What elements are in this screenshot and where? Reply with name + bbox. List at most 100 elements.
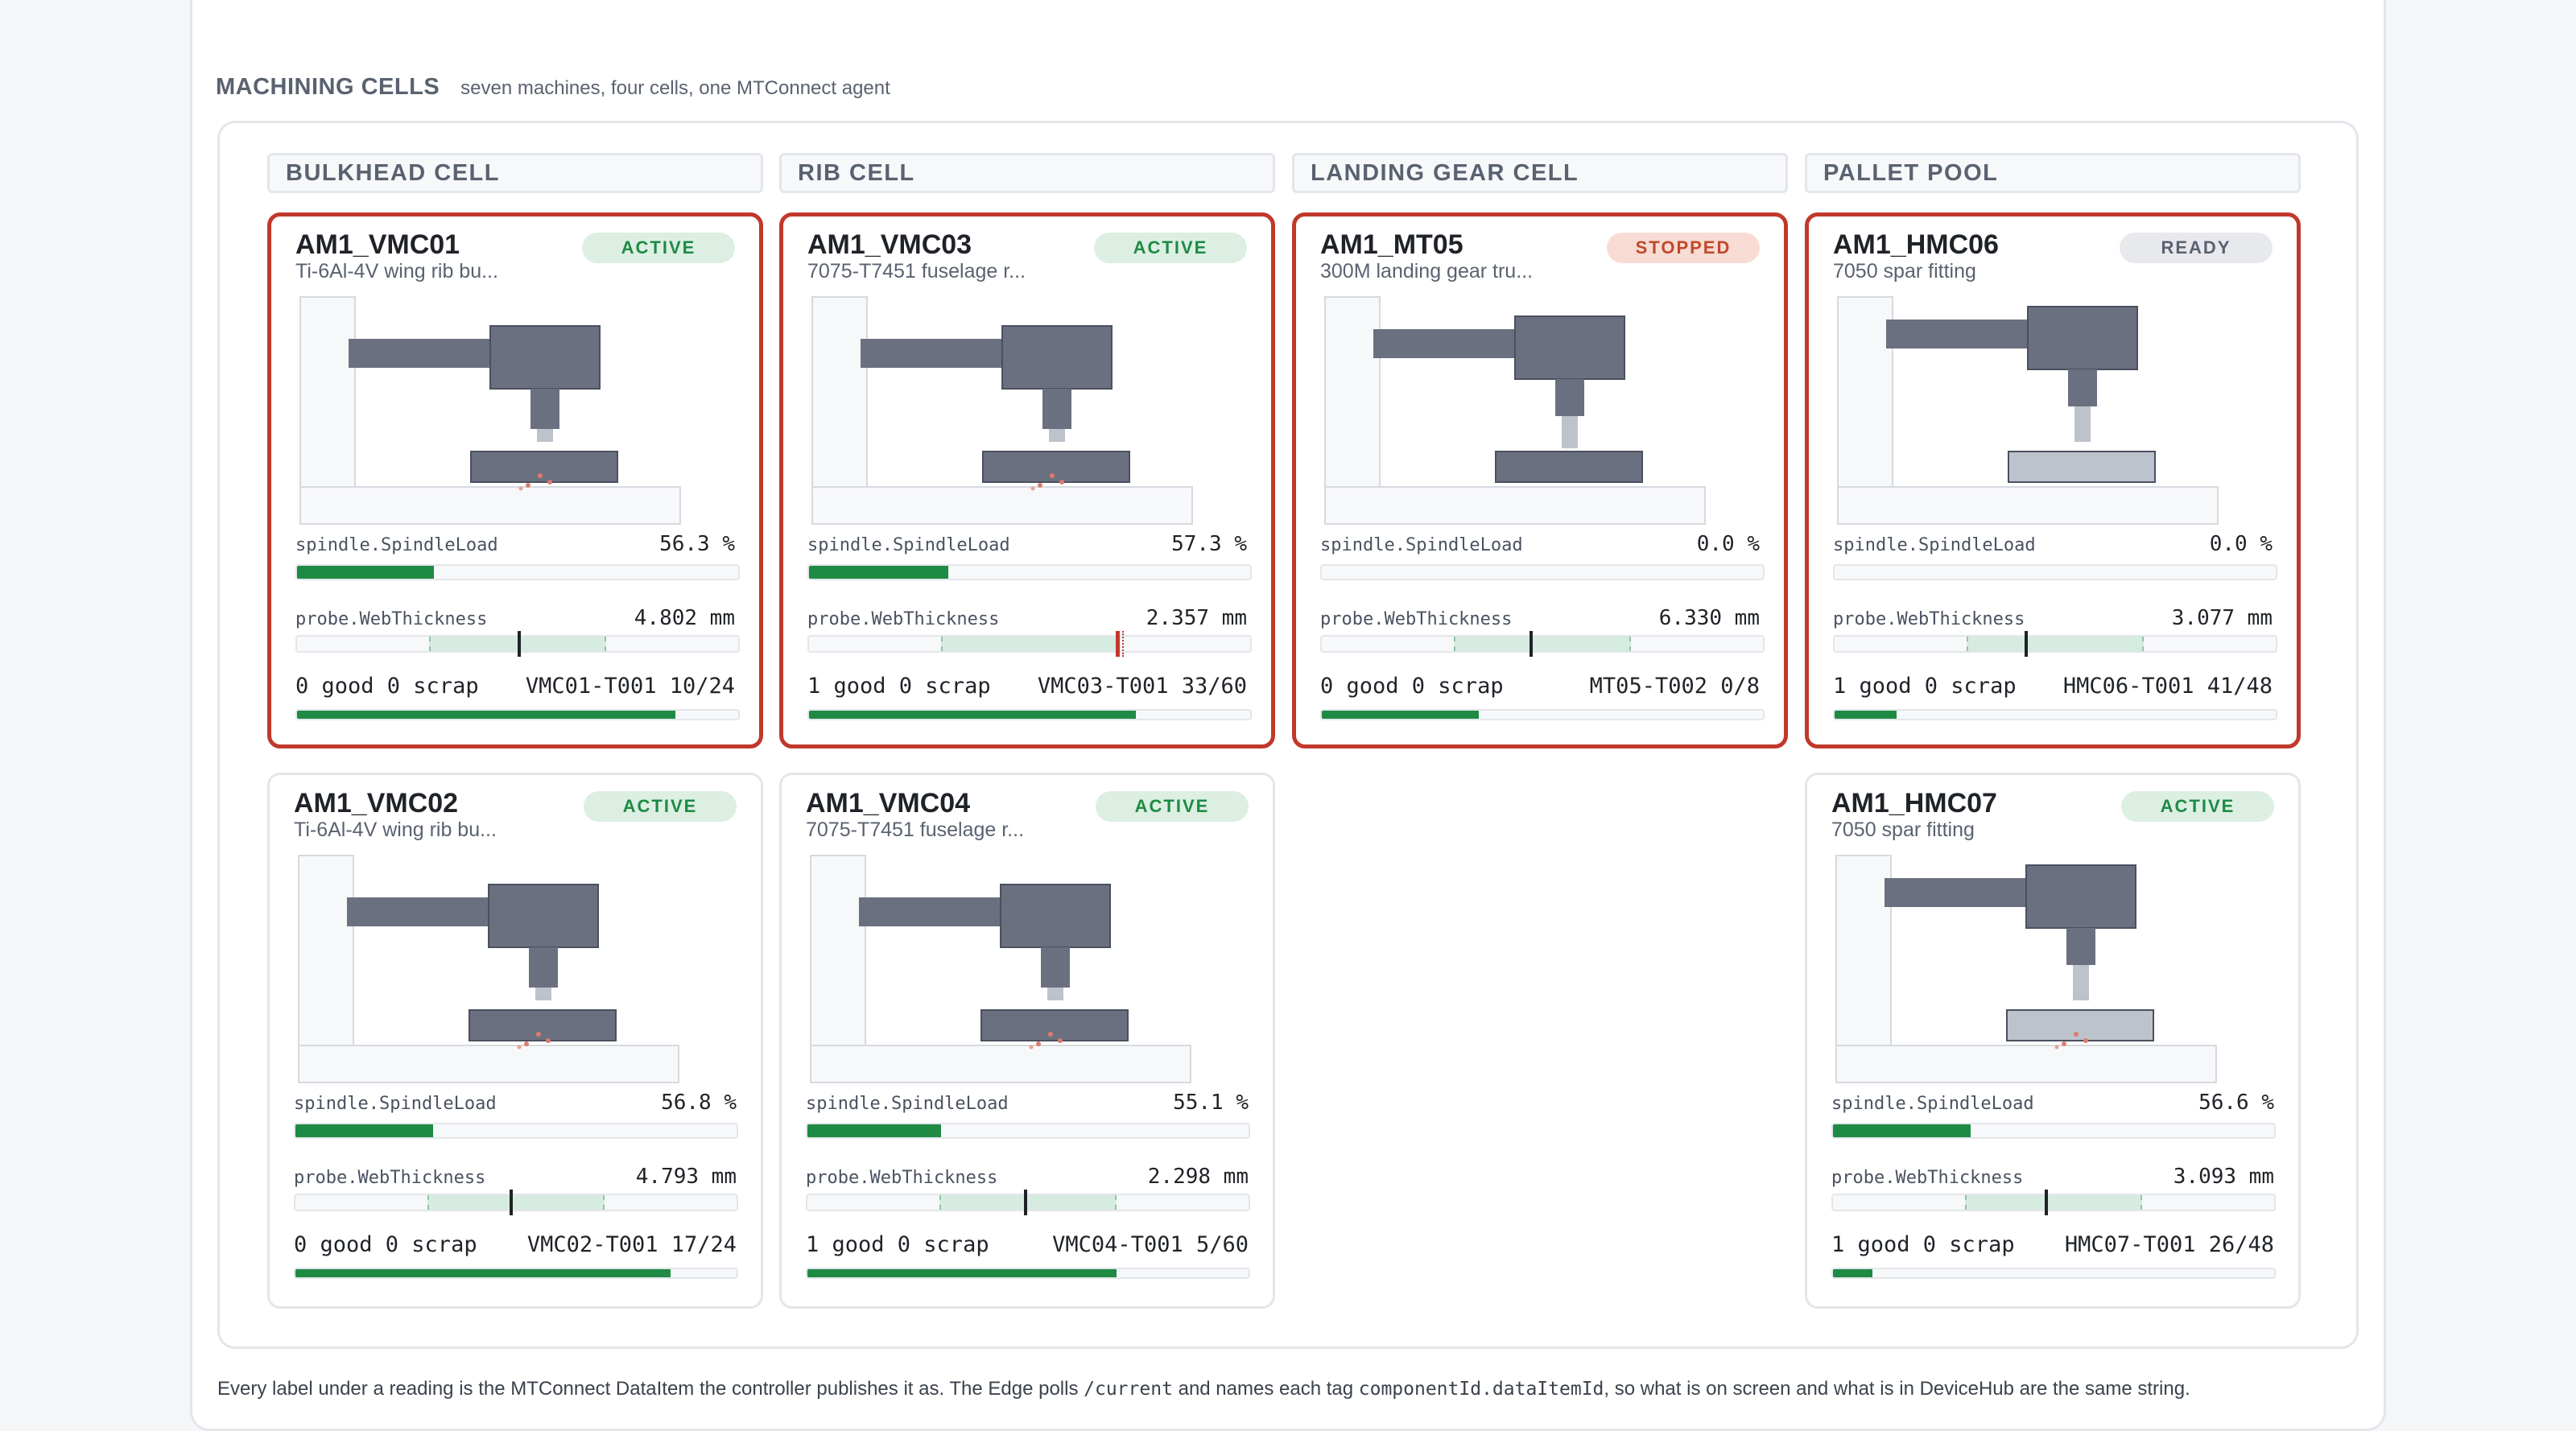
probe-value: 3.093 mm: [2173, 1165, 2274, 1189]
spindle-load-fill: [295, 1124, 434, 1137]
status-badge: READY: [2120, 233, 2273, 263]
tolerance-band: [939, 1195, 1117, 1210]
machine-card-am1_hmc07[interactable]: AM1_HMC07 7050 spar fitting ACTIVE spind…: [1805, 773, 2301, 1309]
spindle-head: [1000, 884, 1111, 948]
machine-arm: [1373, 329, 1515, 358]
footnote-text-1: Every label under a reading is the MTCon…: [217, 1378, 1084, 1400]
machine-part: 300M landing gear tru...: [1320, 260, 1534, 282]
machine-part: 7050 spar fitting: [1833, 260, 1976, 282]
chip-dot: [1029, 1045, 1034, 1050]
machine-card-am1_vmc04[interactable]: AM1_VMC04 7075-T7451 fuselage r... ACTIV…: [779, 773, 1275, 1309]
machine-illustration: [299, 296, 681, 525]
cell-header-bulkhead: BULKHEAD CELL: [267, 153, 763, 193]
tool-tip: [2073, 965, 2089, 1000]
part-counts: 1 good 0 scrap: [807, 674, 991, 699]
workpiece-table: [2006, 1009, 2154, 1041]
machine-base: [1324, 486, 1706, 525]
machine-illustration: [1835, 855, 2217, 1083]
spindle: [2068, 369, 2097, 406]
cell-header-pallet-pool: PALLET POOL: [1805, 153, 2301, 193]
spindle-load-fill: [297, 566, 434, 579]
job-progress-label: VMC02-T001 17/24: [526, 1232, 737, 1257]
job-progress-fill: [1322, 711, 1479, 719]
machine-arm: [861, 339, 1002, 368]
tolerance-band: [1967, 637, 2144, 651]
tool-tip: [535, 988, 551, 1000]
machine-column: [811, 296, 868, 522]
machine-part: Ti-6Al-4V wing rib bu...: [294, 819, 497, 841]
chip-dot: [518, 486, 523, 491]
probe-label: probe.WebThickness: [295, 609, 488, 629]
probe-marker: [2045, 1190, 2049, 1215]
cell-header-rib: RIB CELL: [779, 153, 1275, 193]
spindle: [1042, 389, 1071, 429]
machine-card-am1_mt05[interactable]: AM1_MT05 300M landing gear tru... STOPPE…: [1292, 212, 1788, 748]
machine-name: AM1_VMC03: [807, 229, 972, 260]
spindle-load-fill: [1833, 1124, 1971, 1137]
machine-name: AM1_HMC06: [1833, 229, 1999, 260]
spindle-load-value: 57.3 %: [1171, 532, 1247, 556]
spindle-head: [2027, 306, 2138, 370]
machine-base: [1837, 486, 2219, 525]
probe-label: probe.WebThickness: [807, 609, 1000, 629]
spindle-load-value: 0.0 %: [1696, 532, 1760, 556]
job-progress-label: VMC04-T001 5/60: [1052, 1232, 1249, 1257]
spindle-load-value: 56.6 %: [2198, 1091, 2274, 1115]
probe-value: 4.802 mm: [634, 606, 735, 630]
status-badge: ACTIVE: [582, 233, 735, 263]
machine-name: AM1_VMC01: [295, 229, 460, 260]
machine-arm: [1885, 878, 2026, 907]
machine-column: [1837, 296, 1893, 522]
machine-card-am1_hmc06[interactable]: AM1_HMC06 7050 spar fitting READY spindl…: [1805, 212, 2301, 748]
chip-dot: [1030, 486, 1035, 491]
part-counts: 0 good 0 scrap: [1320, 674, 1504, 699]
status-badge: ACTIVE: [2121, 791, 2274, 822]
tolerance-band: [1965, 1195, 2142, 1210]
probe-marker: [1023, 1190, 1027, 1215]
spindle: [1041, 947, 1070, 988]
spindle-load-value: 0.0 %: [2209, 532, 2273, 556]
machine-base: [810, 1045, 1191, 1083]
spindle-load-value: 55.1 %: [1173, 1091, 1249, 1115]
job-progress-bar: [1320, 709, 1765, 720]
chip-dot: [526, 483, 530, 488]
machine-card-am1_vmc01[interactable]: AM1_VMC01 Ti-6Al-4V wing rib bu... ACTIV…: [267, 212, 763, 748]
chip-dot: [1038, 483, 1042, 488]
probe-label: probe.WebThickness: [1320, 609, 1513, 629]
chip-dot: [524, 1041, 529, 1046]
spindle-load-label: spindle.SpindleLoad: [294, 1094, 497, 1114]
machine-part: Ti-6Al-4V wing rib bu...: [295, 260, 498, 282]
machine-arm: [859, 897, 1001, 926]
tolerance-band: [429, 637, 606, 651]
spindle: [2066, 928, 2095, 965]
machine-part: 7050 spar fitting: [1831, 819, 1975, 841]
job-progress-bar: [806, 1268, 1250, 1279]
spindle-head: [1514, 315, 1625, 380]
machine-card-am1_vmc03[interactable]: AM1_VMC03 7075-T7451 fuselage r... ACTIV…: [779, 212, 1275, 748]
spindle-load-label: spindle.SpindleLoad: [806, 1094, 1009, 1114]
workpiece-table: [470, 451, 618, 483]
job-progress-label: VMC01-T001 10/24: [525, 674, 735, 699]
status-badge: STOPPED: [1607, 233, 1760, 263]
spindle-load-bar: [1833, 564, 2277, 580]
probe-tolerance-bar: [1320, 631, 1765, 657]
machine-card-am1_vmc02[interactable]: AM1_VMC02 Ti-6Al-4V wing rib bu... ACTIV…: [267, 773, 763, 1309]
spindle-head: [489, 325, 601, 390]
job-progress-bar: [294, 1268, 738, 1279]
job-progress-bar: [295, 709, 740, 720]
part-counts: 1 good 0 scrap: [1833, 674, 2017, 699]
spindle-load-label: spindle.SpindleLoad: [1831, 1094, 2034, 1114]
tool-tip: [1049, 429, 1065, 442]
spindle-load-label: spindle.SpindleLoad: [807, 535, 1010, 555]
tool-tip: [2074, 406, 2091, 442]
probe-label: probe.WebThickness: [806, 1168, 998, 1188]
machine-name: AM1_VMC02: [294, 788, 459, 819]
spindle-load-value: 56.3 %: [659, 532, 735, 556]
spindle-head: [1001, 325, 1113, 390]
spindle: [530, 389, 559, 429]
job-progress-label: VMC03-T001 33/60: [1037, 674, 1247, 699]
workpiece-table: [982, 451, 1130, 483]
job-progress-bar: [807, 709, 1252, 720]
probe-label: probe.WebThickness: [1833, 609, 2025, 629]
spindle-load-label: spindle.SpindleLoad: [1833, 535, 2036, 555]
